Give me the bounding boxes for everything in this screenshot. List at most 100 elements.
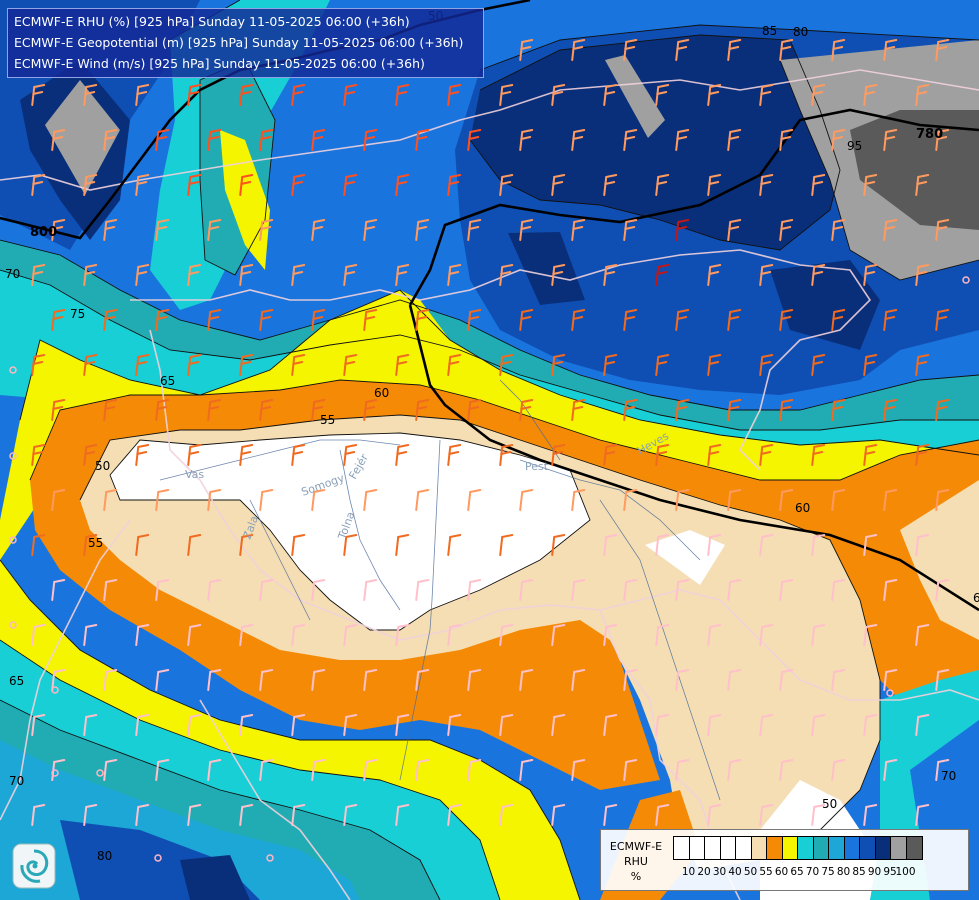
wind-barb bbox=[779, 489, 794, 511]
wind-barb bbox=[727, 669, 742, 691]
wind-barb bbox=[675, 309, 690, 331]
wind-barb bbox=[551, 174, 566, 196]
wind-barb bbox=[499, 714, 514, 736]
swirl-logo-icon bbox=[12, 843, 56, 889]
map-title-box: ECMWF-E RHU (%) [925 hPa] Sunday 11-05-2… bbox=[7, 8, 484, 78]
rhu-title: ECMWF-E RHU (%) [925 hPa] Sunday 11-05-2… bbox=[14, 14, 410, 29]
wind-barb bbox=[187, 444, 202, 466]
wind-barb bbox=[207, 309, 222, 331]
wind-barb bbox=[811, 624, 826, 646]
wind-barb bbox=[727, 39, 742, 61]
wind-barb bbox=[135, 714, 150, 736]
wind-barb bbox=[83, 804, 98, 826]
wind-barb bbox=[207, 489, 222, 511]
wind-barb bbox=[207, 579, 222, 601]
legend-tick: 60 bbox=[774, 866, 789, 878]
wind-barb bbox=[779, 129, 794, 151]
legend-tick: 20 bbox=[697, 866, 711, 878]
wind-barb bbox=[935, 219, 950, 241]
wind-barb bbox=[675, 579, 690, 601]
wind-barb bbox=[727, 759, 742, 781]
svg-text:Pest: Pest bbox=[525, 460, 549, 473]
wind-barb bbox=[467, 129, 482, 151]
wind-barb bbox=[603, 804, 618, 826]
wind-barb bbox=[467, 399, 482, 421]
wind-barb bbox=[83, 624, 98, 646]
legend-swatch bbox=[829, 837, 845, 859]
wind-barb bbox=[863, 264, 878, 286]
wind-barb bbox=[571, 759, 586, 781]
wind-barb bbox=[31, 264, 46, 286]
wind-barb bbox=[395, 714, 410, 736]
wind-barb bbox=[447, 264, 462, 286]
svg-text:80: 80 bbox=[97, 849, 112, 863]
wind-barb bbox=[551, 624, 566, 646]
wind-barb bbox=[239, 534, 254, 556]
legend-swatch bbox=[798, 837, 814, 859]
wind-barb bbox=[915, 534, 930, 556]
wind-barb bbox=[883, 219, 898, 241]
wind-barb bbox=[519, 489, 534, 511]
wind-barb bbox=[519, 579, 534, 601]
wind-barb bbox=[447, 624, 462, 646]
wind-barb bbox=[571, 219, 586, 241]
wind-barb bbox=[571, 579, 586, 601]
svg-text:80: 80 bbox=[793, 25, 808, 39]
svg-text:75: 75 bbox=[70, 307, 85, 321]
wind-barb bbox=[363, 489, 378, 511]
wind-barb bbox=[759, 264, 774, 286]
wind-barb bbox=[187, 174, 202, 196]
wind-barb bbox=[311, 669, 326, 691]
wind-barb bbox=[155, 579, 170, 601]
wind-barb bbox=[883, 579, 898, 601]
wind-barb bbox=[51, 309, 66, 331]
wind-barb bbox=[623, 39, 638, 61]
legend-tick: 95 bbox=[883, 866, 897, 878]
wind-barb bbox=[395, 444, 410, 466]
wind-barb bbox=[291, 534, 306, 556]
wind-barb bbox=[759, 534, 774, 556]
wind-barb bbox=[603, 264, 618, 286]
wind-barb bbox=[935, 489, 950, 511]
wind-barb bbox=[239, 264, 254, 286]
wind-barb bbox=[467, 309, 482, 331]
wind-barb bbox=[187, 714, 202, 736]
wind-barb bbox=[207, 219, 222, 241]
wind-barb bbox=[655, 84, 670, 106]
legend-swatch bbox=[813, 837, 829, 859]
wind-barb bbox=[779, 399, 794, 421]
wind-barb bbox=[51, 219, 66, 241]
wind-barb bbox=[759, 804, 774, 826]
wind-barb bbox=[311, 759, 326, 781]
wind-barb bbox=[103, 579, 118, 601]
rhu-field-95 bbox=[605, 55, 665, 138]
wind-barb bbox=[499, 534, 514, 556]
wind-barb bbox=[363, 399, 378, 421]
wind-barb bbox=[675, 399, 690, 421]
wind-barb bbox=[343, 354, 358, 376]
wind-barb bbox=[863, 444, 878, 466]
wind-barb bbox=[187, 354, 202, 376]
wind-barb bbox=[239, 444, 254, 466]
svg-text:60: 60 bbox=[374, 386, 389, 400]
wind-barb bbox=[623, 489, 638, 511]
wind-barb bbox=[623, 219, 638, 241]
wind-barb bbox=[343, 714, 358, 736]
legend-tick-labels: 10 20 30 40 50 55 60 65 70 75 80 85 90 95 100 bbox=[673, 866, 973, 880]
svg-text:60: 60 bbox=[795, 501, 810, 515]
wind-barb bbox=[31, 174, 46, 196]
svg-text:Vas: Vas bbox=[185, 468, 204, 481]
wind-barb bbox=[415, 399, 430, 421]
wind-barb bbox=[83, 84, 98, 106]
wind-barb bbox=[103, 489, 118, 511]
wind-barb bbox=[811, 804, 826, 826]
svg-text:85: 85 bbox=[762, 24, 777, 38]
wind-barb bbox=[343, 84, 358, 106]
wind-barb bbox=[519, 219, 534, 241]
wind-barb bbox=[811, 84, 826, 106]
wind-barb bbox=[935, 669, 950, 691]
svg-text:55: 55 bbox=[320, 413, 335, 427]
wind-barb bbox=[395, 534, 410, 556]
